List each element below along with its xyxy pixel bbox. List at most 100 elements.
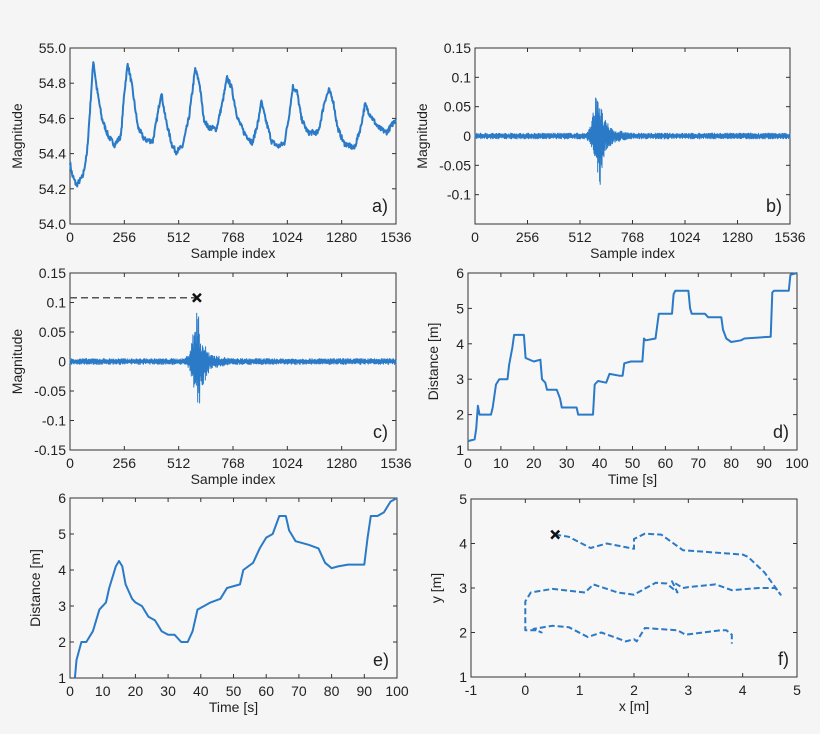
y-tick-label: 0.15: [39, 265, 66, 281]
x-axis-label: Sample index: [590, 245, 675, 261]
panel-a: 0 256 512 768 1024 1280 1536 54.0 54.2 54.4 54.6 54…: [9, 40, 412, 261]
x-tick-label: 20: [128, 683, 144, 699]
x-tick-label: 50: [226, 683, 242, 699]
x-tick-label: 0: [464, 455, 472, 471]
y-tick-label: 0: [58, 354, 66, 370]
x-tick-label: 70: [291, 683, 307, 699]
x-tick-label: 256: [516, 229, 540, 245]
x-tick-label: 20: [526, 455, 542, 471]
x-axis-label: x [m]: [619, 698, 649, 714]
x-axis-label: Sample index: [191, 471, 276, 487]
x-tick-label: 10: [95, 683, 111, 699]
plot-area: [69, 497, 398, 679]
x-tick-label: 1024: [669, 229, 700, 245]
y-axis-label: Distance [m]: [27, 549, 43, 627]
x-tick-label: 1: [576, 682, 584, 698]
x-tick-label: 30: [160, 683, 176, 699]
x-tick-label: 768: [621, 229, 645, 245]
y-tick-label: 2: [459, 625, 467, 641]
x-tick-label: 512: [167, 455, 191, 471]
x-tick-label: 1280: [326, 229, 357, 245]
x-tick-label: 100: [385, 683, 409, 699]
y-tick-label: -0.1: [42, 413, 66, 429]
panel-label: d): [773, 422, 789, 442]
y-axis-label: y [m]: [428, 573, 444, 603]
panel-label: b): [766, 196, 782, 216]
x-tick-label: 5: [793, 682, 801, 698]
x-tick-label: 0: [471, 229, 479, 245]
y-tick-label: 0.15: [444, 40, 471, 56]
series-line-e: [73, 497, 398, 679]
x-tick-label: 768: [221, 455, 245, 471]
x-tick-label: 1280: [326, 455, 357, 471]
x-tick-label: 1024: [272, 455, 303, 471]
y-tick-label: 2: [58, 634, 66, 650]
x-tick-label: 70: [691, 455, 707, 471]
y-tick-label: 6: [58, 490, 66, 506]
x-tick-label: 80: [324, 683, 340, 699]
x-tick-label: 0: [66, 683, 74, 699]
x-tick-label: 2: [630, 682, 638, 698]
x-tick-label: 4: [739, 682, 747, 698]
x-tick-label: 0: [66, 229, 74, 245]
y-tick-label: 0.1: [47, 295, 67, 311]
y-tick-label: 54.2: [39, 181, 66, 197]
y-tick-label: 54.8: [39, 75, 66, 91]
x-axis-label: Time [s]: [209, 699, 258, 715]
panel-b: 0 256 512 768 1024 1280 1536 -0.1 -0.05 0 0.05 0.1 0…: [414, 40, 806, 261]
y-tick-label: 5: [456, 300, 464, 316]
x-tick-label: -1: [465, 682, 478, 698]
x-tick-label: 0: [521, 682, 529, 698]
y-tick-label: 55.0: [39, 40, 66, 56]
y-axis-label: Magnitude: [9, 329, 25, 395]
y-tick-label: 4: [456, 336, 464, 352]
y-tick-label: -0.15: [34, 442, 66, 458]
x-tick-label: 768: [221, 229, 245, 245]
series-line-d: [467, 272, 798, 443]
x-tick-label: 60: [658, 455, 674, 471]
x-tick-label: 80: [723, 455, 739, 471]
panel-label: e): [373, 650, 389, 670]
x-tick-label: 512: [167, 229, 191, 245]
y-tick-label: 1: [58, 670, 66, 686]
x-tick-label: 60: [258, 683, 274, 699]
y-tick-label: -0.1: [447, 187, 471, 203]
y-tick-label: 1: [456, 442, 464, 458]
x-tick-label: 1536: [380, 229, 411, 245]
x-tick-label: 0: [66, 455, 74, 471]
panel-label: f): [778, 649, 789, 669]
series-line-a: [69, 61, 397, 188]
x-tick-label: 40: [592, 455, 608, 471]
x-tick-label: 256: [113, 455, 137, 471]
y-tick-label: 6: [456, 265, 464, 281]
y-tick-label: 5: [58, 526, 66, 542]
y-tick-label: 3: [456, 371, 464, 387]
y-axis-label: Magnitude: [9, 103, 25, 169]
x-tick-label: 50: [625, 455, 641, 471]
panel-c: 0 256 512 768 1024 1280 1536 -0.15 -0.1 -0.05 0 0.0…: [9, 265, 412, 487]
y-tick-label: 4: [459, 536, 467, 552]
x-tick-label: 90: [756, 455, 772, 471]
x-tick-label: 100: [785, 455, 809, 471]
x-tick-label: 3: [684, 682, 692, 698]
x-axis-label: Time [s]: [608, 471, 657, 487]
start-marker: [550, 529, 561, 540]
x-tick-label: 40: [193, 683, 209, 699]
panel-label: c): [373, 422, 388, 442]
y-tick-label: 54.6: [39, 110, 66, 126]
y-tick-label: -0.05: [439, 157, 471, 173]
y-tick-label: 2: [456, 407, 464, 423]
x-tick-label: 10: [493, 455, 509, 471]
x-tick-label: 1536: [774, 229, 805, 245]
x-tick-label: 1280: [722, 229, 753, 245]
x-tick-label: 30: [559, 455, 575, 471]
y-tick-label: 0.05: [39, 324, 66, 340]
y-tick-label: 54.4: [39, 146, 66, 162]
x-axis-label: Sample index: [191, 245, 276, 261]
y-tick-label: 4: [58, 562, 66, 578]
y-tick-label: 5: [459, 491, 467, 507]
x-tick-label: 1536: [380, 455, 411, 471]
x-tick-label: 512: [568, 229, 592, 245]
y-tick-label: 3: [459, 580, 467, 596]
